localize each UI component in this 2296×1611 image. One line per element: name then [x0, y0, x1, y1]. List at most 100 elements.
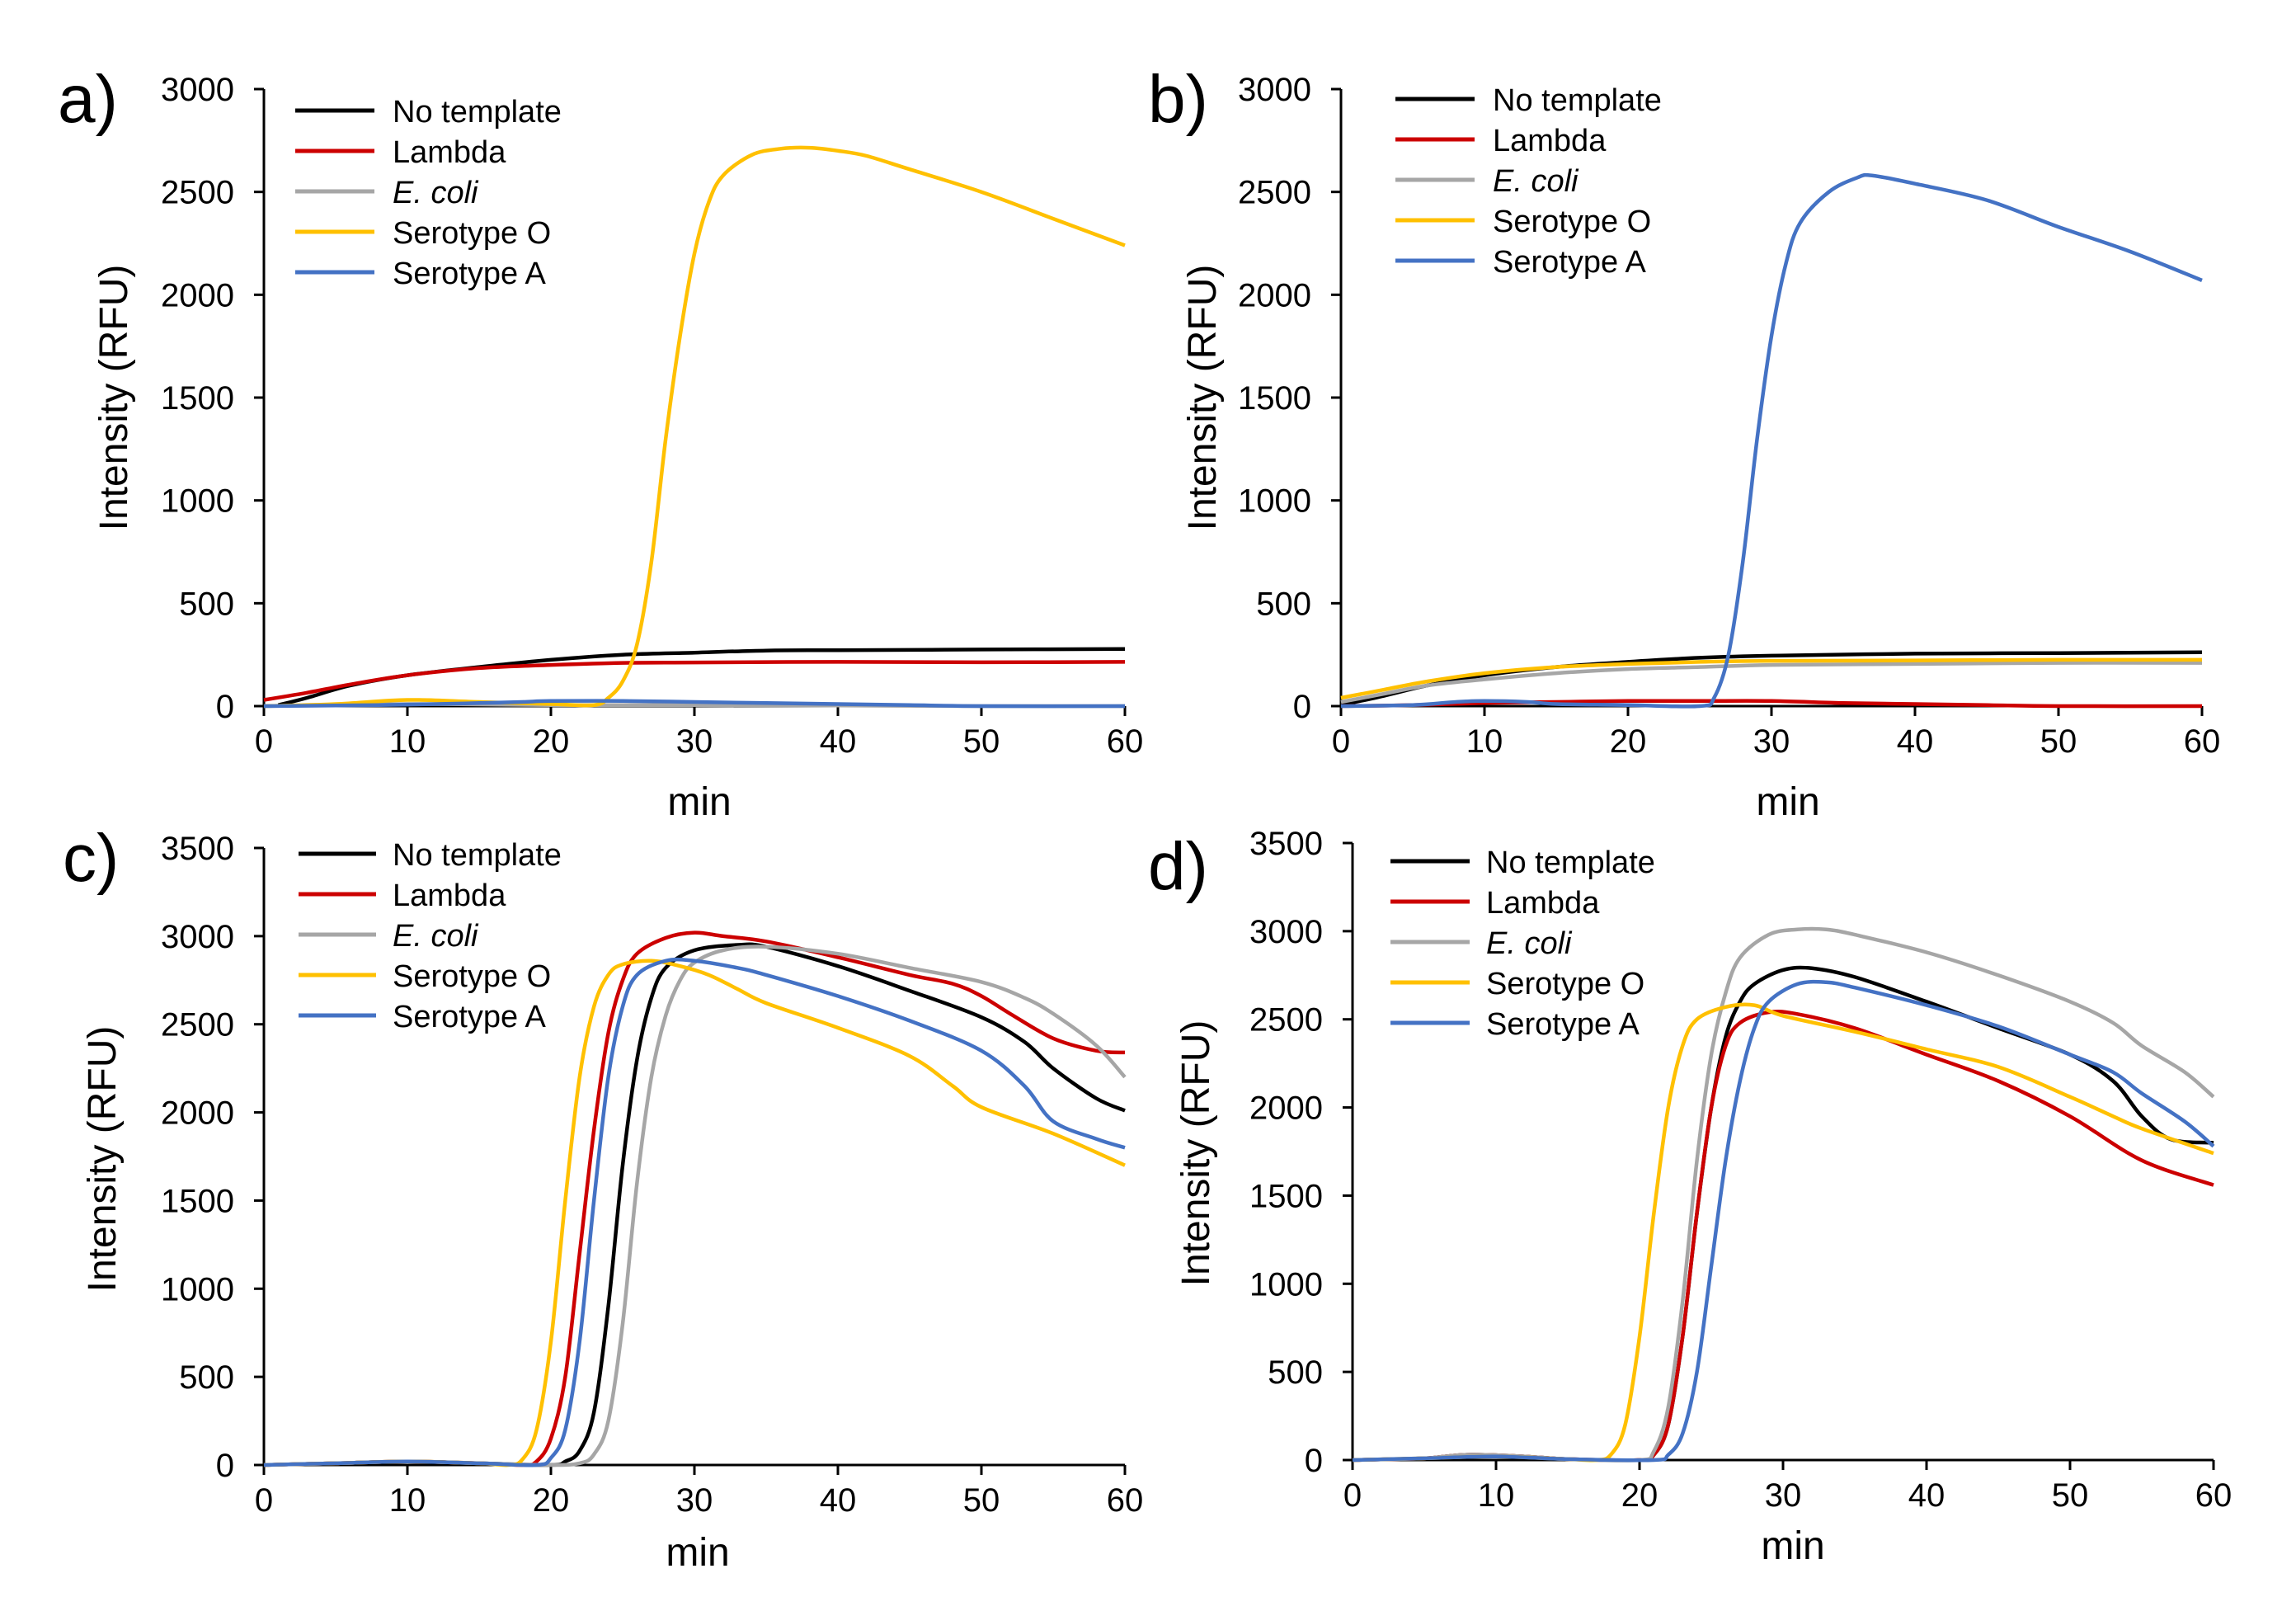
- panel-c-y-tick-label: 0: [216, 1448, 234, 1484]
- legend-label-serotype-a: Serotype A: [1486, 1007, 1640, 1042]
- legend-label-e-coli: E. coli: [1486, 926, 1573, 961]
- panel-d-x-tick-label: 40: [1908, 1477, 1945, 1514]
- panel-c-x-tick-labels: 0 10 20 30 40 50 60: [255, 1482, 1143, 1519]
- panel-b-y-tick-label: 1000: [1238, 483, 1311, 520]
- panel-b-y-tick-labels: 0 500 1000 1500 2000 2500 3000: [1238, 72, 1311, 725]
- panel-a: a) Intensity (RFU) min 0 10 20 30 40 50 60 0 50…: [58, 62, 1143, 824]
- panel-c-axes: [254, 846, 1127, 1475]
- panel-d-axes: [1343, 841, 2215, 1470]
- legend-label-no-template: No template: [1493, 83, 1662, 118]
- panel-d-letter: d): [1148, 829, 1208, 904]
- panel-a-y-tick-labels: 0 500 1000 1500 2000 2500 3000: [161, 72, 234, 725]
- panel-c-x-tick-label: 0: [255, 1482, 273, 1519]
- legend-label-no-template: No template: [1486, 846, 1655, 880]
- panel-c-letter: c): [63, 821, 119, 896]
- panel-d-x-tick-label: 50: [2052, 1477, 2089, 1514]
- panel-b-y-tick-label: 2500: [1238, 175, 1311, 211]
- panel-c-x-tick-label: 60: [1107, 1482, 1144, 1519]
- panel-d-y-axis-title: Intensity (RFU): [1174, 1020, 1218, 1287]
- panel-c-y-tick-label: 1500: [161, 1183, 234, 1219]
- legend-label-serotype-o: Serotype O: [393, 216, 551, 251]
- legend-label-serotype-a: Serotype A: [393, 257, 547, 291]
- panel-a-x-tick-label: 60: [1107, 723, 1144, 760]
- panel-d-y-tick-label: 2500: [1249, 1002, 1323, 1039]
- panel-a-x-tick-label: 0: [255, 723, 273, 760]
- legend-label-lambda: Lambda: [393, 879, 506, 913]
- panel-a-y-axis-title: Intensity (RFU): [92, 265, 136, 531]
- panel-c-x-axis-title: min: [666, 1531, 729, 1575]
- panel-d-y-tick-label: 3000: [1249, 914, 1323, 950]
- panel-c-series-line-serotype-o: [263, 959, 1126, 1467]
- panel-b-x-tick-label: 0: [1332, 723, 1350, 760]
- panel-a-y-tick-label: 1000: [161, 483, 234, 520]
- panel-c-series: [263, 930, 1127, 1467]
- panel-c-y-tick-label: 500: [179, 1359, 234, 1396]
- panel-b-x-tick-label: 20: [1610, 723, 1647, 760]
- panel-c-legend: No template Lambda E. coli Serotype O Se…: [299, 838, 562, 1034]
- panel-d-series-line-no-template: [1352, 965, 2214, 1463]
- panel-b-y-tick-label: 1500: [1238, 380, 1311, 417]
- panel-b-x-tick-label: 60: [2184, 723, 2221, 760]
- panel-b-x-tick-label: 40: [1897, 723, 1934, 760]
- panel-d-y-tick-label: 1500: [1249, 1178, 1323, 1214]
- panel-b-x-tick-labels: 0 10 20 30 40 50 60: [1332, 723, 2220, 760]
- panel-c-y-tick-label: 3500: [161, 831, 234, 867]
- panel-d-x-tick-label: 10: [1478, 1477, 1515, 1514]
- panel-a-x-tick-label: 30: [676, 723, 713, 760]
- legend-label-serotype-o: Serotype O: [393, 959, 551, 994]
- panel-d-x-tick-label: 0: [1343, 1477, 1362, 1514]
- panel-d-y-tick-label: 3500: [1249, 826, 1323, 862]
- panel-b-y-tick-label: 0: [1293, 689, 1311, 725]
- panel-a-letter: a): [58, 62, 118, 137]
- legend-label-lambda: Lambda: [1493, 124, 1607, 158]
- panel-d-x-tick-label: 20: [1621, 1477, 1658, 1514]
- panel-b-x-axis-title: min: [1756, 780, 1819, 824]
- legend-label-no-template: No template: [393, 838, 562, 873]
- panel-b-x-tick-label: 10: [1466, 723, 1503, 760]
- legend-label-e-coli: E. coli: [1493, 164, 1579, 199]
- panel-a-series-line-serotype-a: [263, 699, 1126, 709]
- panel-a-x-tick-label: 40: [820, 723, 857, 760]
- legend-label-serotype-o: Serotype O: [1493, 205, 1651, 239]
- panel-b-legend: No template Lambda E. coli Serotype O Se…: [1395, 83, 1662, 280]
- panel-b-letter: b): [1148, 62, 1208, 137]
- legend-label-e-coli: E. coli: [393, 176, 479, 210]
- panel-b-y-axis-title: Intensity (RFU): [1181, 265, 1225, 531]
- panel-d-y-tick-label: 2000: [1249, 1090, 1323, 1127]
- panel-a-y-tick-label: 2500: [161, 175, 234, 211]
- panel-b: b) Intensity (RFU) min 0 10 20 30 40 50 60 0 50…: [1148, 62, 2220, 824]
- panel-a-y-tick-label: 2000: [161, 277, 234, 313]
- panel-d-x-tick-label: 30: [1765, 1477, 1802, 1514]
- panel-a-y-tick-label: 0: [216, 689, 234, 725]
- panel-c: c) Intensity (RFU) min 0 10 20 30 40 50 60 0 50…: [63, 821, 1143, 1575]
- panel-a-legend: No template Lambda E. coli Serotype O Se…: [295, 95, 562, 291]
- panel-d-x-tick-label: 60: [2195, 1477, 2232, 1514]
- panel-d-series: [1352, 926, 2215, 1463]
- panel-c-y-axis-title: Intensity (RFU): [81, 1026, 125, 1293]
- legend-label-serotype-o: Serotype O: [1486, 967, 1644, 1001]
- panel-b-series-line-e-coli: [1340, 661, 2203, 704]
- panel-a-x-tick-label: 50: [963, 723, 1000, 760]
- panel-b-axes: [1331, 87, 2204, 716]
- panel-a-series-line-lambda: [263, 660, 1126, 702]
- panel-a-x-tick-labels: 0 10 20 30 40 50 60: [255, 723, 1143, 760]
- panel-a-axes: [254, 87, 1127, 716]
- panel-d-x-axis-title: min: [1761, 1524, 1824, 1568]
- panel-a-series: [263, 145, 1126, 709]
- panel-c-x-tick-label: 20: [533, 1482, 570, 1519]
- panel-d-x-tick-labels: 0 10 20 30 40 50 60: [1343, 1477, 2232, 1514]
- legend-label-lambda: Lambda: [393, 135, 506, 170]
- legend-label-e-coli: E. coli: [393, 919, 479, 954]
- panel-c-y-tick-label: 3000: [161, 919, 234, 955]
- panel-c-x-tick-label: 30: [676, 1482, 713, 1519]
- panel-b-y-tick-label: 3000: [1238, 72, 1311, 108]
- legend-label-serotype-a: Serotype A: [1493, 245, 1647, 280]
- panel-d-series-line-serotype-a: [1352, 979, 2215, 1463]
- panel-c-series-line-serotype-a: [263, 957, 1126, 1467]
- panel-d-y-tick-label: 1000: [1249, 1266, 1323, 1302]
- panel-d-legend: No template Lambda E. coli Serotype O Se…: [1390, 846, 1655, 1042]
- panel-d-series-line-e-coli: [1352, 926, 2215, 1463]
- panel-c-x-tick-label: 40: [820, 1482, 857, 1519]
- panel-a-x-tick-label: 10: [389, 723, 426, 760]
